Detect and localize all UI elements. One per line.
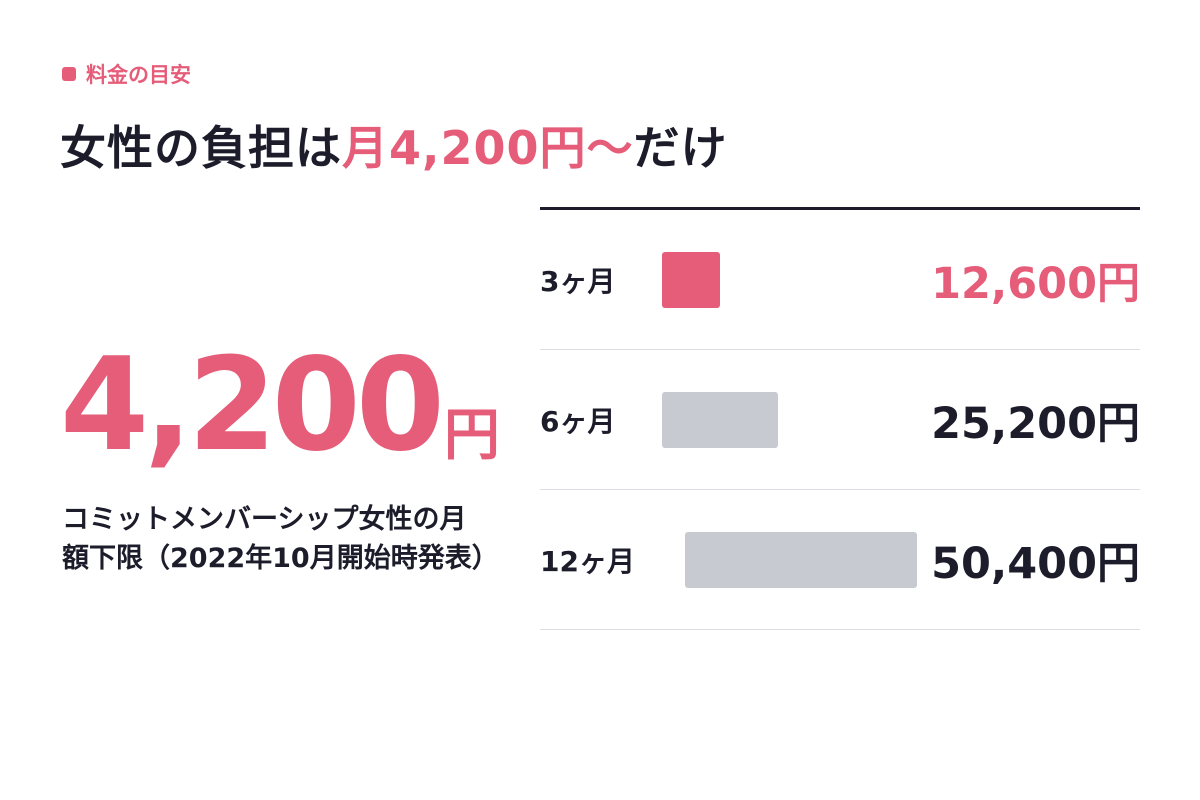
chart-top-rule (540, 207, 1140, 210)
bar-value-label: 50,400円 (931, 538, 1140, 589)
headline-pre: 女性の負担は (60, 121, 342, 175)
bar-row: 3ヶ月 12,600円 (540, 210, 1140, 350)
bar-value-label: 25,200円 (931, 398, 1140, 449)
price-caption: コミットメンバーシップ女性の月額下限（2022年10月開始時発表） (62, 504, 499, 574)
headline: 女性の負担は月4,200円〜だけ (60, 112, 728, 178)
bar-row: 6ヶ月 25,200円 (540, 350, 1140, 490)
bar (685, 531, 917, 588)
bar-row: 12ヶ月 50,400円 (540, 490, 1140, 630)
bar-category-label: 6ヶ月 (540, 404, 616, 438)
bar (662, 391, 778, 448)
big-price-number: 4,200 (60, 331, 445, 480)
big-price: 4,200 円 (60, 330, 500, 470)
bar-category-label: 3ヶ月 (540, 264, 616, 298)
square-bullet-icon (62, 67, 76, 81)
headline-post: だけ (633, 121, 728, 175)
eyebrow-label: 料金の目安 (86, 63, 191, 87)
headline-highlight: 月4,200円〜 (342, 121, 634, 175)
section-eyebrow: 料金の目安 (62, 60, 191, 88)
bar (662, 251, 720, 308)
bar-value-label: 12,600円 (931, 258, 1140, 309)
price-bar-chart: 3ヶ月 12,600円 6ヶ月 25,200円 12ヶ月 50,400円 (540, 210, 1140, 630)
bar-category-label: 12ヶ月 (540, 544, 635, 578)
big-price-unit: 円 (443, 403, 500, 468)
